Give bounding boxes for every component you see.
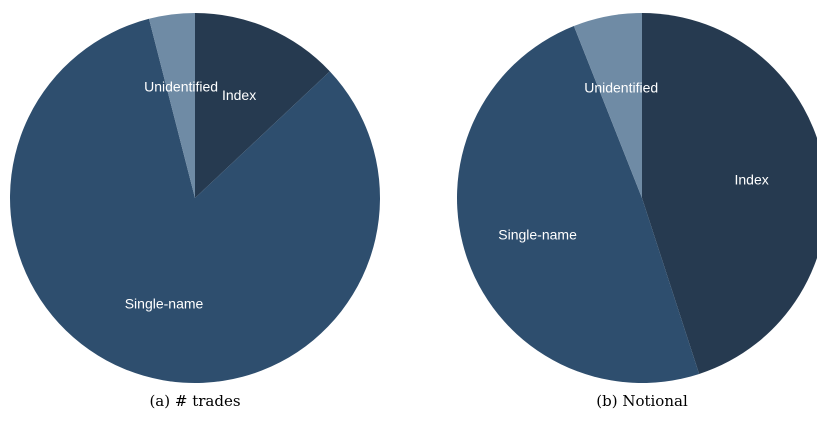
slice-label: Index <box>735 171 769 187</box>
slice-label: Index <box>222 87 256 103</box>
pie-slice <box>573 13 642 198</box>
pie-slice <box>195 13 330 198</box>
pie-slice <box>10 18 381 384</box>
chart-caption: (a) # trades <box>149 392 240 410</box>
slice-label: Single-name <box>125 295 204 311</box>
pie-slice <box>457 25 700 383</box>
chart-caption: (b) Notional <box>596 392 688 410</box>
slice-label: Unidentified <box>584 80 658 96</box>
slice-label: Unidentified <box>144 79 218 95</box>
slice-label: Single-name <box>498 226 577 242</box>
pie-slice <box>642 13 817 374</box>
pie-slice <box>148 13 195 198</box>
